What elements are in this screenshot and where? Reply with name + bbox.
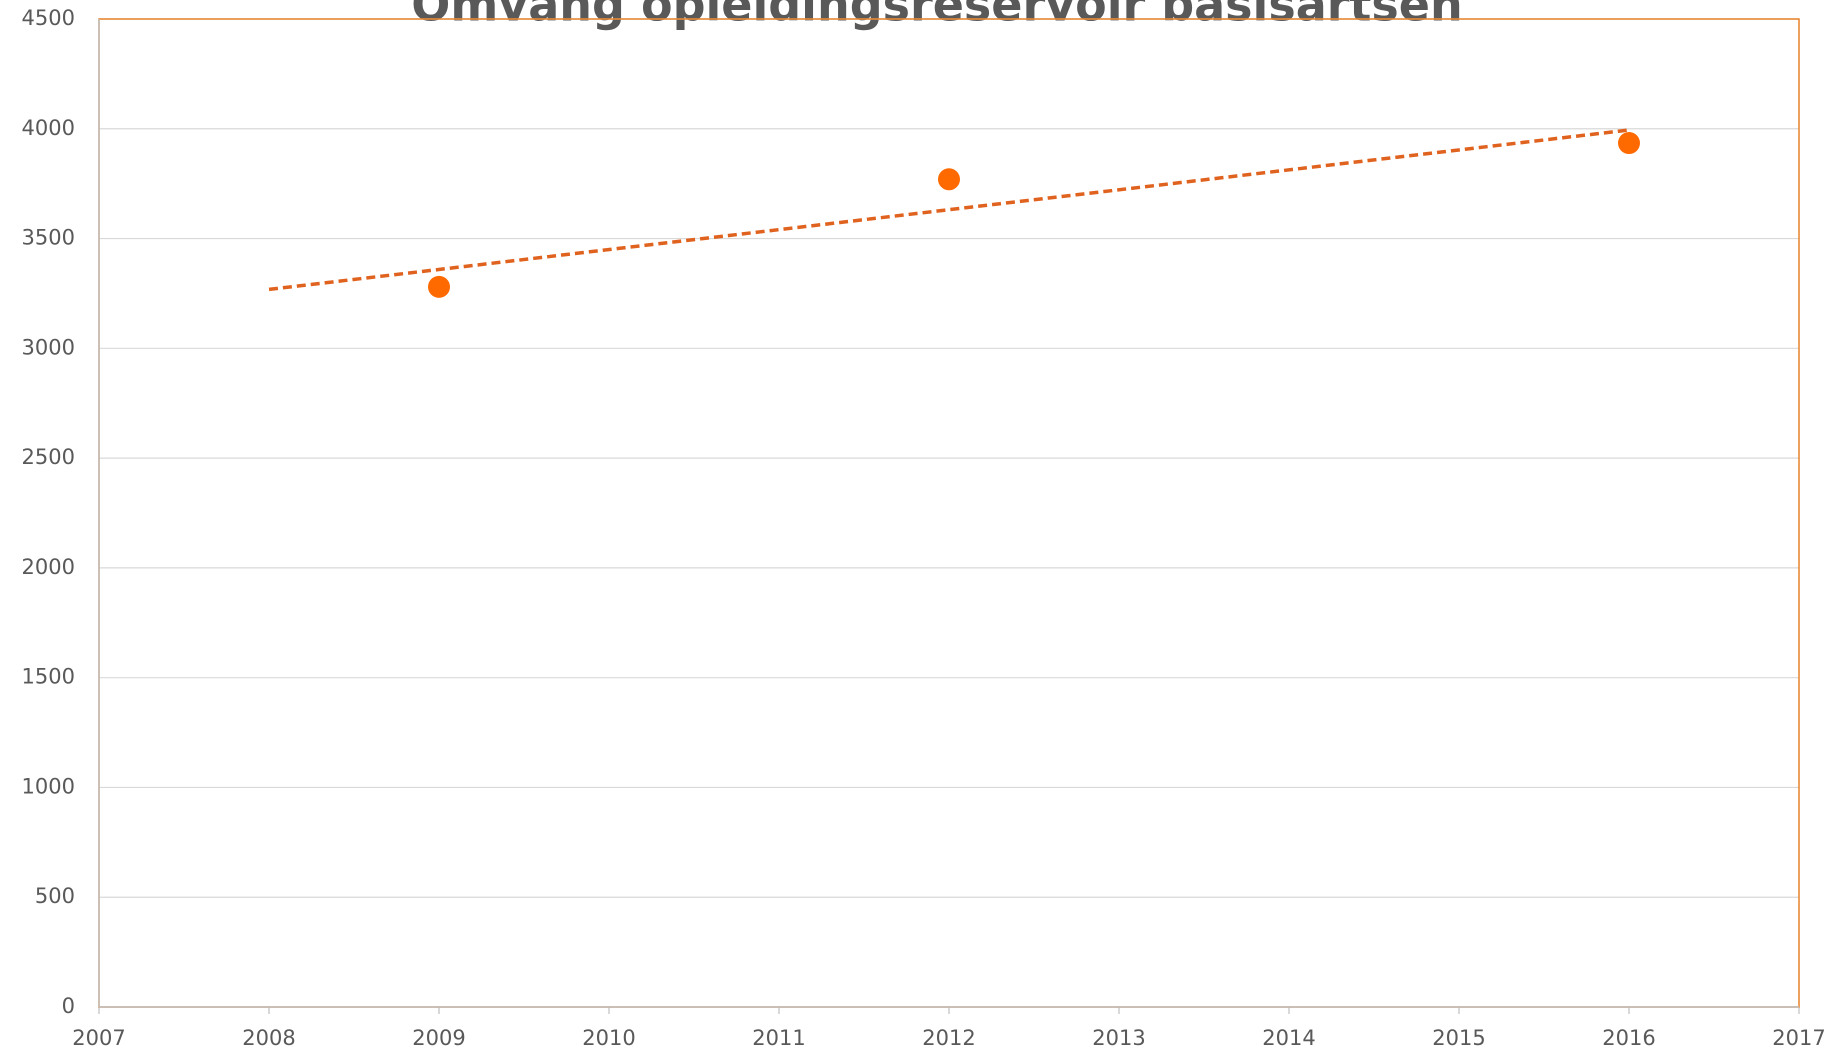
y-tick-label: 1500 xyxy=(22,665,75,689)
x-tick-label: 2012 xyxy=(922,1026,975,1049)
point xyxy=(428,275,450,298)
y-tick-label: 3500 xyxy=(22,226,75,250)
x-tick-label: 2010 xyxy=(582,1026,635,1049)
x-tick-label: 2013 xyxy=(1092,1026,1145,1049)
y-tick-label: 2500 xyxy=(22,445,75,469)
y-tick-label: 4500 xyxy=(22,6,75,30)
x-tick-label: 2009 xyxy=(412,1026,465,1049)
x-tick-label: 2007 xyxy=(72,1026,125,1049)
x-tick-label: 2017 xyxy=(1772,1026,1825,1049)
x-tick-label: 2008 xyxy=(242,1026,295,1049)
x-tick-label: 2014 xyxy=(1262,1026,1315,1049)
y-tick-label: 0 xyxy=(62,994,75,1018)
plot-border xyxy=(98,18,1800,1008)
point xyxy=(938,168,960,191)
y-tick-label: 2000 xyxy=(22,555,75,579)
y-tick-label: 1000 xyxy=(22,774,75,798)
x-tick-label: 2011 xyxy=(752,1026,805,1049)
y-tick-label: 4000 xyxy=(22,116,75,140)
y-tick-label: 3000 xyxy=(22,335,75,359)
x-tick-label: 2015 xyxy=(1432,1026,1485,1049)
chart-title: Omvang opleidingsreservoir basisartsen xyxy=(411,0,1463,32)
trendline xyxy=(268,128,1630,292)
y-tick-label: 500 xyxy=(35,884,75,908)
point xyxy=(1618,132,1640,155)
x-tick-label: 2016 xyxy=(1602,1026,1655,1049)
